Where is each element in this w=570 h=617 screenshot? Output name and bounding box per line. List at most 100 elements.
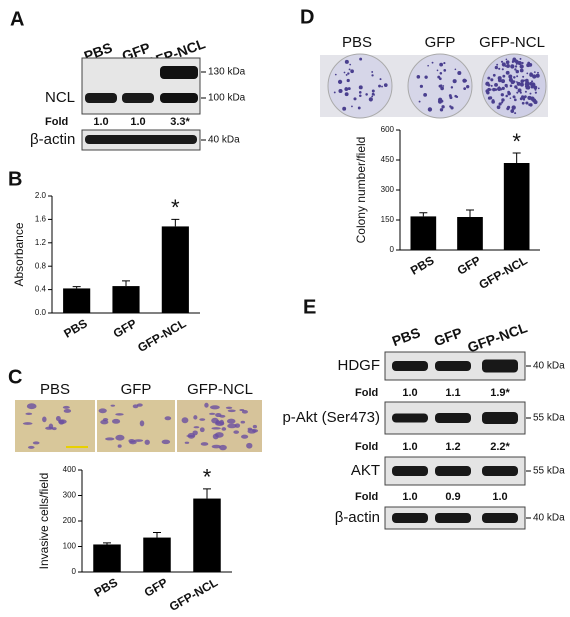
colony bbox=[517, 88, 522, 93]
panel-letter: E bbox=[303, 296, 316, 318]
fold-label: Fold bbox=[355, 387, 378, 399]
panel-letter: C bbox=[8, 366, 22, 388]
colony bbox=[512, 95, 516, 99]
image-label: GFP bbox=[425, 34, 456, 51]
colony bbox=[345, 74, 348, 76]
y-tick-label: 0.8 bbox=[35, 261, 47, 270]
y-tick-label: 300 bbox=[63, 491, 77, 500]
cell bbox=[27, 445, 35, 449]
y-tick-label: 0 bbox=[72, 567, 77, 576]
colony bbox=[515, 60, 519, 64]
colony bbox=[371, 74, 374, 77]
x-tick-label: GFP-NCL bbox=[167, 575, 220, 614]
colony bbox=[506, 64, 510, 68]
cell bbox=[112, 418, 121, 424]
cell bbox=[164, 416, 172, 421]
colony bbox=[530, 85, 534, 89]
band bbox=[392, 361, 428, 371]
colony bbox=[501, 101, 504, 104]
image-label: GFP bbox=[121, 381, 152, 398]
cell bbox=[115, 434, 125, 441]
cell bbox=[221, 427, 227, 431]
colony bbox=[454, 68, 457, 71]
cell bbox=[193, 415, 198, 420]
y-tick-label: 150 bbox=[381, 215, 395, 224]
colony bbox=[529, 81, 533, 86]
colony bbox=[368, 97, 373, 102]
cell bbox=[132, 404, 139, 409]
colony bbox=[418, 100, 421, 103]
colony bbox=[501, 68, 504, 71]
fold-value: 1.0 bbox=[492, 491, 507, 503]
cell bbox=[241, 410, 248, 414]
colony bbox=[511, 60, 514, 63]
colony bbox=[437, 99, 443, 104]
marker-label: 40 kDa bbox=[208, 135, 240, 146]
y-tick-label: 2.0 bbox=[35, 191, 47, 200]
cell bbox=[204, 402, 209, 408]
colony bbox=[379, 78, 382, 81]
cell bbox=[252, 429, 259, 433]
colony bbox=[443, 62, 446, 65]
cell bbox=[62, 405, 70, 409]
colony bbox=[442, 85, 445, 87]
colony bbox=[514, 98, 517, 102]
colony bbox=[383, 83, 388, 88]
band bbox=[435, 513, 471, 523]
y-tick-label: 0.4 bbox=[35, 285, 47, 294]
colony bbox=[494, 65, 498, 70]
colony bbox=[498, 86, 501, 88]
colony bbox=[537, 71, 539, 74]
colony bbox=[509, 97, 512, 99]
blot-label: HDGF bbox=[338, 357, 381, 374]
fold-value: 1.1 bbox=[445, 387, 460, 399]
colony bbox=[505, 70, 510, 75]
colony bbox=[499, 88, 503, 91]
colony bbox=[516, 81, 521, 86]
colony bbox=[449, 96, 453, 100]
band bbox=[482, 513, 518, 523]
colony bbox=[373, 93, 375, 96]
colony bbox=[455, 95, 458, 98]
colony bbox=[528, 63, 533, 67]
cell bbox=[240, 420, 246, 424]
colony bbox=[359, 57, 363, 61]
image-label: GFP-NCL bbox=[479, 34, 545, 51]
colony bbox=[514, 112, 517, 115]
colony bbox=[423, 92, 428, 97]
colony bbox=[424, 75, 428, 79]
colony bbox=[529, 92, 532, 95]
x-tick-label: GFP bbox=[111, 316, 139, 340]
fold-label: Fold bbox=[355, 441, 378, 453]
fold-label: Fold bbox=[355, 491, 378, 503]
colony bbox=[500, 60, 504, 63]
fold-value: 1.0 bbox=[402, 387, 417, 399]
lane-label: GFP bbox=[432, 324, 465, 349]
y-tick-label: 100 bbox=[63, 542, 77, 551]
panel-letter: A bbox=[10, 8, 24, 30]
y-tick-label: 0 bbox=[390, 245, 395, 254]
plate bbox=[481, 53, 547, 119]
cell bbox=[214, 432, 224, 438]
marker-label: 100 kDa bbox=[208, 93, 246, 104]
cell bbox=[219, 414, 226, 418]
band bbox=[392, 513, 428, 523]
bar bbox=[143, 537, 171, 572]
cell bbox=[211, 427, 221, 430]
colony bbox=[490, 78, 494, 82]
colony bbox=[505, 60, 510, 65]
colony bbox=[531, 80, 534, 83]
error-bar bbox=[103, 542, 111, 545]
colony bbox=[344, 59, 349, 64]
colony bbox=[510, 109, 515, 113]
colony bbox=[491, 99, 495, 102]
colony bbox=[501, 79, 506, 84]
cell bbox=[139, 420, 145, 427]
colony bbox=[449, 105, 452, 108]
colony bbox=[515, 69, 520, 74]
colony bbox=[526, 72, 529, 75]
colony bbox=[463, 87, 467, 91]
colony bbox=[521, 95, 525, 99]
cell bbox=[215, 421, 225, 426]
colony bbox=[505, 94, 508, 98]
